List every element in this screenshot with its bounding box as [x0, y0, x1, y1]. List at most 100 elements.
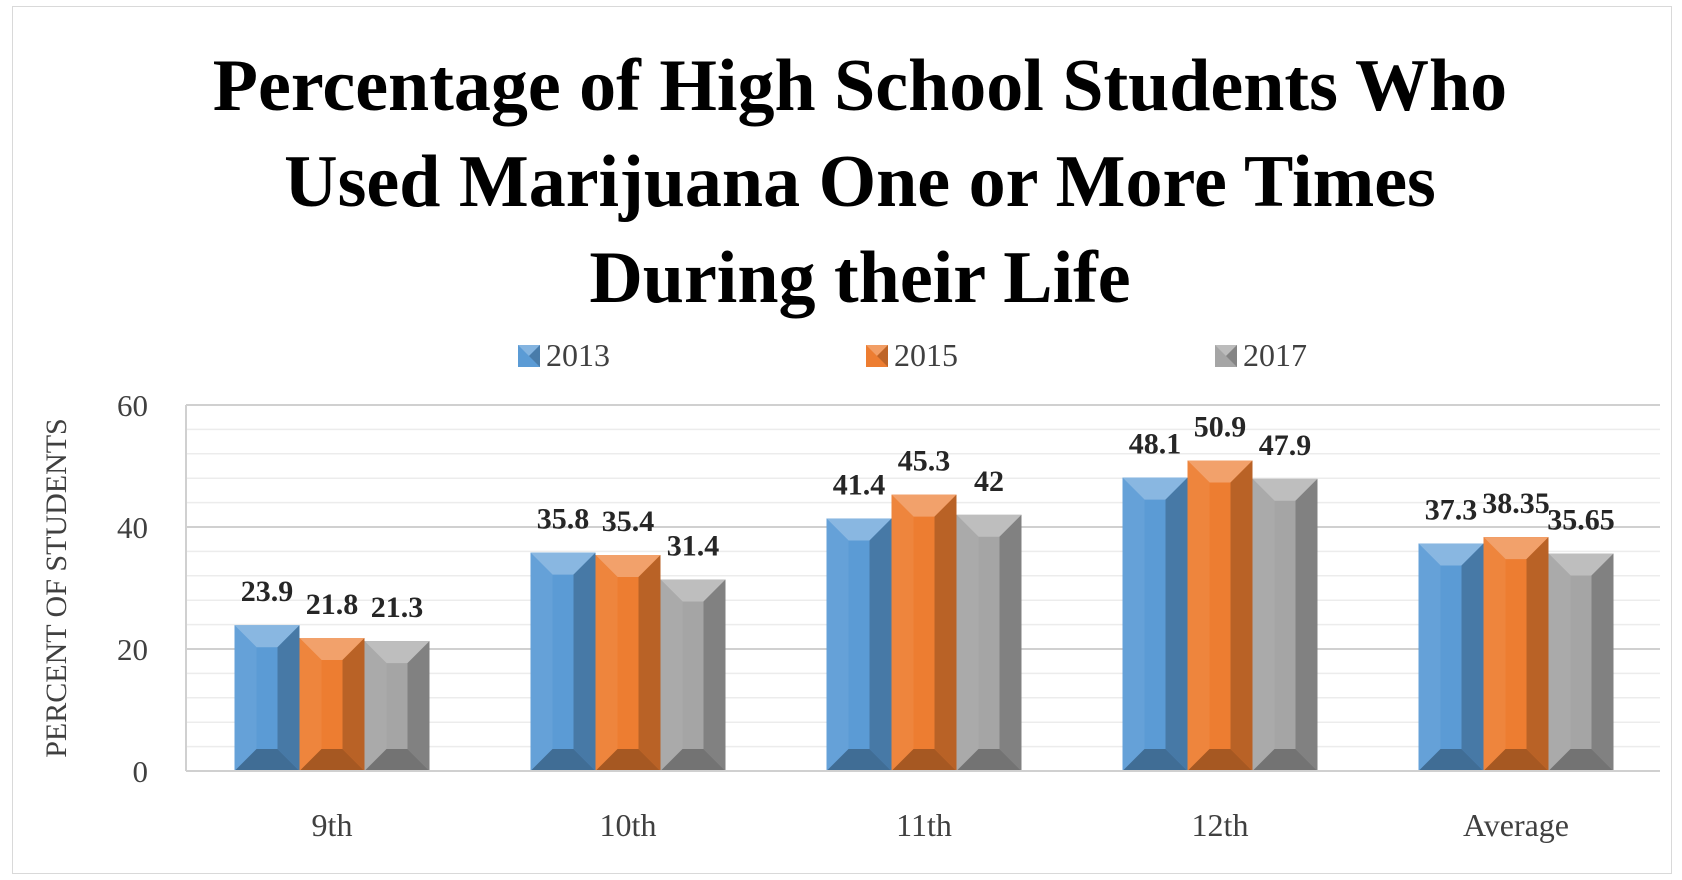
- bar-bevel-top: [956, 514, 1022, 537]
- bar-bevel-left: [234, 625, 257, 771]
- bar-bevel-left: [530, 552, 553, 771]
- data-label: 23.9: [241, 575, 294, 608]
- bar-2015-Average: 38.35: [1482, 487, 1550, 771]
- bar-bevel-bottom: [660, 749, 726, 771]
- data-label: 38.35: [1482, 487, 1550, 520]
- bar-bevel-right: [934, 494, 957, 771]
- bar-bevel-right: [277, 625, 300, 771]
- bar-bevel-bottom: [1548, 749, 1614, 771]
- bars: 23.9 21.8 21.3 35.8 35.4 31.4 41.4 45.3 42 48.1 50…: [234, 411, 1615, 771]
- y-axis-title: PERCENT OF STUDENTS: [40, 418, 73, 758]
- bar-bevel-top: [299, 638, 365, 661]
- bar-bevel-left: [1548, 553, 1571, 771]
- bar-bevel-right: [1591, 553, 1614, 771]
- bar-bevel-left: [1187, 460, 1210, 771]
- bar-bevel-left: [660, 579, 683, 771]
- legend-label: 2013: [546, 337, 610, 373]
- bar-bevel-top: [1187, 460, 1253, 483]
- bar-bevel-top: [660, 579, 726, 602]
- data-label: 48.1: [1129, 428, 1182, 461]
- data-label: 21.3: [371, 591, 424, 624]
- bar-bevel-bottom: [1122, 749, 1188, 771]
- bar-bevel-top: [1122, 477, 1188, 500]
- bar-2015-12th: 50.9: [1187, 411, 1253, 771]
- legend-item-2015: 2015: [866, 337, 958, 373]
- y-tick-label: 40: [117, 510, 148, 545]
- bar-bevel-top: [1252, 478, 1318, 501]
- bar-bevel-bottom: [364, 749, 430, 771]
- x-tick-label: 11th: [896, 807, 952, 843]
- bar-bevel-right: [1165, 477, 1188, 771]
- data-label: 47.9: [1259, 429, 1312, 462]
- bar-bevel-left: [299, 638, 322, 771]
- legend-swatch-top: [1215, 345, 1237, 356]
- legend-item-2013: 2013: [518, 337, 610, 373]
- bar-bevel-bottom: [1252, 749, 1318, 771]
- bar-bevel-bottom: [530, 749, 596, 771]
- bar-bevel-left: [1483, 537, 1506, 771]
- bar-bevel-left: [364, 641, 387, 771]
- legend-label: 2017: [1243, 337, 1307, 373]
- y-tick-label: 20: [117, 632, 148, 667]
- bar-bevel-left: [891, 494, 914, 771]
- bar-bevel-right: [1295, 478, 1318, 771]
- bar-bevel-left: [595, 555, 618, 771]
- bar-2013-11th: 41.4: [826, 468, 892, 771]
- bar-bevel-right: [1461, 543, 1484, 771]
- bar-2017-10th: 31.4: [660, 529, 726, 771]
- bar-bevel-left: [956, 514, 979, 771]
- bar-bevel-top: [364, 641, 430, 664]
- bar-bevel-right: [1526, 537, 1549, 771]
- bar-bevel-right: [407, 641, 430, 771]
- bar-bevel-top: [1548, 553, 1614, 576]
- y-tick-label: 60: [117, 388, 148, 423]
- bar-bevel-bottom: [299, 749, 365, 771]
- bar-2015-11th: 45.3: [891, 445, 957, 771]
- data-label: 35.65: [1547, 504, 1615, 537]
- bar-bevel-bottom: [595, 749, 661, 771]
- bar-bevel-right: [638, 555, 661, 771]
- legend-swatch-side: [1226, 345, 1237, 367]
- data-label: 37.3: [1425, 493, 1478, 526]
- legend-item-2017: 2017: [1215, 337, 1307, 373]
- chart-title-line-3: During their Life: [589, 237, 1131, 319]
- x-tick-label: Average: [1463, 807, 1569, 843]
- legend-swatch-top: [518, 345, 540, 356]
- bar-bevel-right: [342, 638, 365, 771]
- bar-2015-10th: 35.4: [595, 505, 661, 771]
- bar-2017-9th: 21.3: [364, 591, 430, 771]
- x-tick-label: 12th: [1192, 807, 1249, 843]
- legend-swatch-top: [866, 345, 888, 356]
- bar-bevel-left: [1418, 543, 1441, 771]
- bar-bevel-bottom: [1418, 749, 1484, 771]
- x-tick-label: 9th: [312, 807, 353, 843]
- data-label: 35.8: [537, 503, 590, 536]
- bar-bevel-top: [1418, 543, 1484, 566]
- bar-bevel-right: [1230, 460, 1253, 771]
- bar-bevel-top: [530, 552, 596, 575]
- bar-bevel-top: [826, 518, 892, 541]
- bar-bevel-right: [573, 552, 596, 771]
- chart-title-line-2: Used Marijuana One or More Times: [284, 141, 1436, 223]
- bar-bevel-bottom: [956, 749, 1022, 771]
- chart-title-line-1: Percentage of High School Students Who: [212, 45, 1508, 127]
- bar-bevel-top: [891, 494, 957, 517]
- bar-bevel-bottom: [891, 749, 957, 771]
- y-tick-label: 0: [133, 754, 149, 789]
- bar-bevel-bottom: [1483, 749, 1549, 771]
- bar-2017-Average: 35.65: [1547, 504, 1615, 771]
- bar-2015-9th: 21.8: [299, 588, 365, 771]
- data-label: 21.8: [306, 588, 359, 621]
- bar-bevel-left: [1252, 478, 1275, 771]
- data-label: 41.4: [833, 468, 886, 501]
- bar-bevel-top: [595, 555, 661, 578]
- bar-bevel-top: [234, 625, 300, 648]
- bar-2017-11th: 42: [956, 465, 1022, 771]
- bar-2017-12th: 47.9: [1252, 429, 1318, 771]
- bar-bevel-right: [703, 579, 726, 771]
- bar-2013-9th: 23.9: [234, 575, 300, 771]
- bar-bevel-bottom: [1187, 749, 1253, 771]
- bar-bevel-left: [1122, 477, 1145, 771]
- bar-bevel-left: [826, 518, 849, 771]
